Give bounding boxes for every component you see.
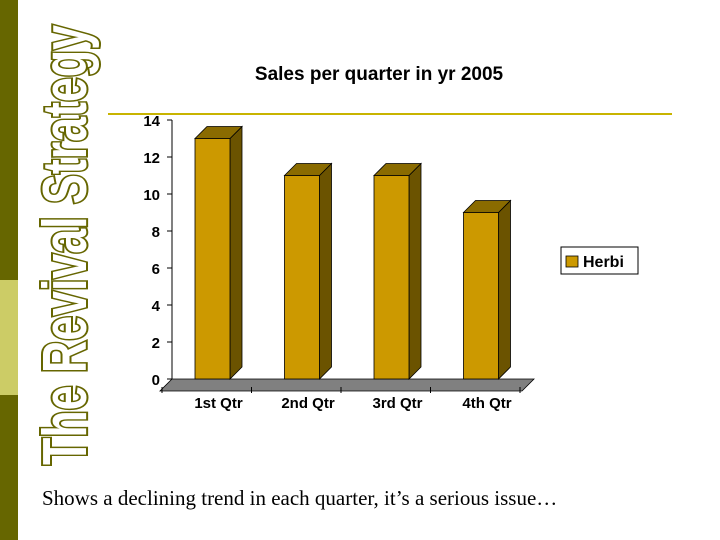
bar-front <box>194 138 231 380</box>
x-tick-label: 3rd Qtr <box>372 395 422 412</box>
bar-front <box>463 212 499 380</box>
chart-legend: Herbi <box>560 246 639 275</box>
sidebar-light-strip <box>0 0 18 540</box>
chart-floor <box>159 378 535 392</box>
slide-caption: Shows a declining trend in each quarter,… <box>42 486 558 510</box>
chart-title: Sales per quarter in yr 2005 <box>255 64 504 85</box>
y-tick-label: 12 <box>143 150 160 167</box>
bar-side <box>229 125 243 380</box>
y-tick-label: 10 <box>143 187 160 204</box>
x-tick-label: 1st Qtr <box>194 395 243 412</box>
bar-2nd-qtr <box>283 162 333 380</box>
bar-side <box>319 162 332 380</box>
legend-label-herbi: Herbi <box>583 254 624 271</box>
x-tick-label: 4th Qtr <box>462 395 511 412</box>
y-tick-label: 0 <box>152 372 160 389</box>
vertical-slide-title: The Revival Strategy <box>29 23 102 467</box>
bar-chart: Sales per quarter in yr 2005 0 2 4 6 8 10 12 14… <box>143 64 639 412</box>
legend-swatch <box>565 255 579 268</box>
bar-3rd-qtr <box>373 162 422 380</box>
x-tick-label: 2nd Qtr <box>281 395 334 412</box>
y-tick-label: 8 <box>152 224 160 241</box>
bar-4th-qtr <box>462 199 512 380</box>
y-tick-label: 14 <box>143 113 160 130</box>
y-tick-label: 2 <box>152 335 160 352</box>
vertical-title-text: The Revival Strategy <box>31 25 100 465</box>
y-tick-label: 4 <box>152 298 161 315</box>
bar-front <box>373 175 410 380</box>
title-rule <box>108 113 672 115</box>
y-tick-label: 6 <box>152 261 160 278</box>
bar-1st-qtr <box>194 125 243 380</box>
bar-side <box>408 162 422 380</box>
bar-side <box>498 199 511 380</box>
bar-front <box>284 175 320 380</box>
